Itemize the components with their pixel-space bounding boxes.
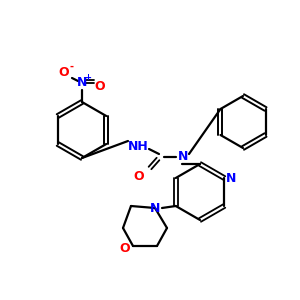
Text: N: N: [77, 76, 87, 89]
Text: N: N: [178, 151, 188, 164]
Text: O: O: [134, 170, 144, 184]
Text: N: N: [226, 172, 236, 184]
Text: O: O: [95, 80, 105, 94]
Text: -: -: [70, 62, 74, 72]
Text: NH: NH: [128, 140, 148, 152]
Text: O: O: [120, 242, 130, 256]
Text: O: O: [59, 67, 69, 80]
Text: N: N: [150, 202, 160, 214]
Text: +: +: [85, 73, 92, 82]
